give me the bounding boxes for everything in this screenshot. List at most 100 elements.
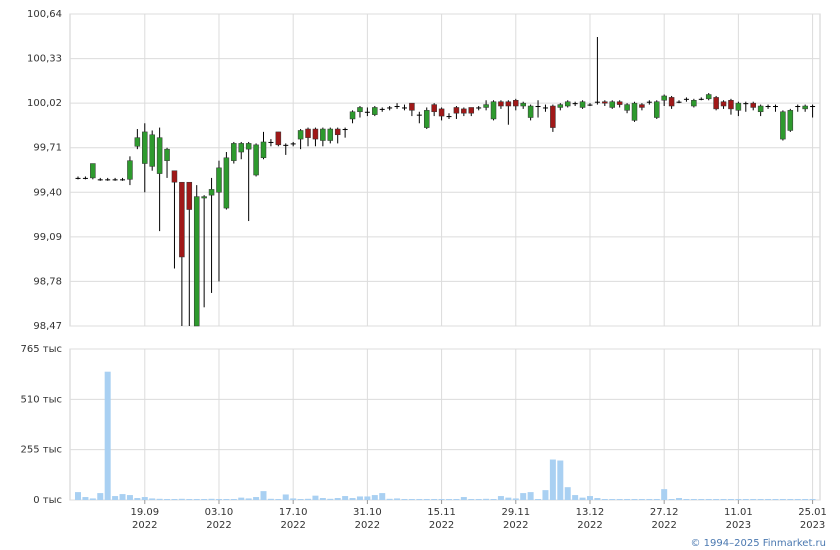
candle-body	[639, 104, 645, 108]
candle-body	[579, 101, 586, 108]
volume-bar	[735, 499, 742, 500]
candle-body	[772, 106, 778, 108]
volume-bar	[164, 499, 171, 500]
volume-bar	[460, 497, 467, 500]
y-tick-label: 99,71	[33, 143, 62, 154]
volume-bar	[201, 499, 208, 500]
candle-body	[342, 129, 348, 131]
candle-body	[787, 110, 794, 131]
x-tick-label: 25.01 2023	[798, 507, 827, 531]
volume-bar	[260, 491, 267, 500]
candle-body	[142, 131, 148, 164]
volume-bar	[690, 499, 697, 500]
volume-bar	[750, 499, 757, 500]
candle-body	[127, 160, 133, 180]
candle-body	[587, 104, 593, 106]
volume-bar	[297, 499, 304, 500]
volume-bar	[631, 499, 638, 500]
candle-body	[557, 104, 564, 108]
candle-body	[201, 196, 207, 199]
candle-body	[260, 141, 267, 159]
candle-body	[661, 95, 667, 101]
volume-bar	[705, 499, 712, 500]
volume-bar	[772, 499, 779, 500]
volume-bar	[193, 499, 200, 500]
volume-bar	[720, 499, 727, 500]
candle-body	[238, 143, 244, 153]
volume-bar	[616, 499, 623, 500]
candle-body	[179, 181, 185, 258]
candle-body	[75, 177, 81, 179]
x-tick-label: 27.12 2022	[650, 507, 679, 531]
x-tick-label: 11.01 2023	[724, 507, 753, 531]
volume-bar	[267, 498, 274, 500]
volume-bar	[126, 495, 133, 500]
volume-bar	[572, 495, 579, 500]
volume-bar	[253, 497, 260, 500]
volume-bar	[290, 498, 297, 500]
x-tick-label: 13.12 2022	[576, 507, 605, 531]
volume-bar	[661, 489, 668, 500]
volume-bar	[245, 498, 252, 500]
volume-bar	[446, 499, 452, 500]
volume-bar	[438, 499, 445, 500]
candle-body	[305, 128, 311, 138]
candle-body	[483, 104, 489, 108]
volume-bar	[794, 499, 801, 500]
volume-bar	[520, 493, 527, 500]
candle-body	[253, 144, 259, 176]
candle-body	[735, 102, 742, 111]
candle-body	[720, 101, 727, 107]
candle-body	[297, 130, 304, 140]
x-tick-label: 31.10 2022	[353, 507, 382, 531]
candle-body	[97, 179, 103, 181]
candle-body	[624, 104, 630, 111]
candle-body	[193, 196, 200, 327]
volume-bar	[327, 498, 334, 500]
x-tick-label: 15.11 2022	[427, 507, 456, 531]
volume-bar	[779, 499, 786, 500]
volume-bar	[379, 493, 386, 500]
volume-bar	[186, 499, 193, 500]
volume-bar	[305, 498, 312, 500]
x-tick-label: 17.10 2022	[279, 507, 308, 531]
volume-bar	[549, 459, 556, 500]
source: © 1994–2025 Finmarket.ru	[690, 538, 826, 549]
candle-body	[631, 102, 638, 121]
volume-bar	[238, 497, 245, 500]
volume-bar	[312, 495, 319, 500]
candle-body	[802, 105, 808, 110]
volume-bar	[638, 499, 645, 500]
candle-body	[520, 102, 526, 107]
candle-body	[312, 128, 319, 140]
volume-bar	[483, 498, 490, 500]
candle-body	[594, 101, 600, 103]
candle-body	[275, 131, 282, 146]
volume-bar	[89, 498, 96, 500]
candle-body	[713, 97, 719, 110]
volume-bar	[386, 498, 393, 500]
volume-bar	[364, 496, 371, 500]
volume-bar	[282, 494, 289, 500]
volume-bar	[468, 499, 475, 500]
candle-body	[245, 143, 252, 150]
candle-body	[186, 181, 193, 210]
candle-body	[542, 107, 548, 109]
volume-bar	[342, 496, 349, 500]
y-tick-label: 100,33	[27, 54, 62, 65]
volume-bar	[579, 497, 586, 500]
volume-bar	[401, 499, 408, 500]
volume-bar	[787, 499, 794, 500]
price-panel	[69, 13, 821, 327]
volume-bar	[765, 499, 772, 500]
volume-bar	[371, 495, 378, 500]
candle-body	[409, 102, 415, 111]
candle-body	[149, 134, 155, 167]
candle-body	[171, 170, 178, 183]
candle-body	[527, 105, 534, 118]
candle-body	[105, 179, 111, 181]
volume-bar	[215, 499, 222, 500]
y-tick-label: 99,40	[33, 187, 62, 198]
candle-body	[490, 101, 497, 120]
